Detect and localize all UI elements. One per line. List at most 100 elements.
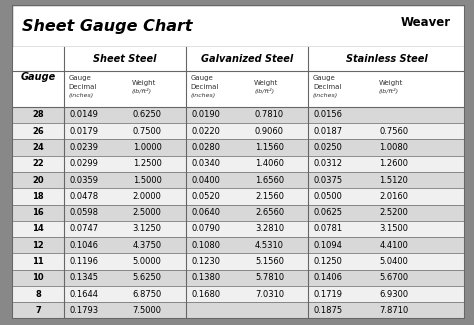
Bar — [12, 107, 465, 123]
Text: 2.6560: 2.6560 — [255, 208, 284, 217]
Bar — [12, 204, 465, 221]
Text: 1.0000: 1.0000 — [133, 143, 162, 152]
Text: 0.0312: 0.0312 — [314, 159, 343, 168]
Text: 0.1680: 0.1680 — [191, 290, 221, 299]
Text: 1.5000: 1.5000 — [133, 176, 162, 185]
Bar — [12, 237, 465, 254]
Text: 0.0340: 0.0340 — [191, 159, 220, 168]
Text: 0.1380: 0.1380 — [191, 273, 221, 282]
Text: 0.1644: 0.1644 — [69, 290, 98, 299]
Text: 3.2810: 3.2810 — [255, 225, 284, 233]
Text: 0.0179: 0.0179 — [69, 127, 98, 136]
Text: 7: 7 — [35, 306, 41, 315]
Text: Gauge: Gauge — [68, 75, 91, 82]
Text: 0.1080: 0.1080 — [191, 241, 220, 250]
Text: Weight: Weight — [132, 80, 156, 85]
Text: Weaver: Weaver — [401, 16, 451, 29]
Bar — [12, 5, 465, 47]
Text: (inches): (inches) — [191, 93, 216, 98]
Text: 0.1345: 0.1345 — [69, 273, 98, 282]
Text: 5.0400: 5.0400 — [379, 257, 408, 266]
Text: 0.1094: 0.1094 — [314, 241, 343, 250]
Text: 5.6250: 5.6250 — [133, 273, 162, 282]
Bar — [12, 123, 465, 139]
Text: 0.0790: 0.0790 — [191, 225, 220, 233]
Text: 14: 14 — [32, 225, 44, 233]
Text: (inches): (inches) — [68, 93, 94, 98]
Text: 0.1250: 0.1250 — [314, 257, 343, 266]
Text: 0.6250: 0.6250 — [133, 111, 162, 120]
Text: 0.0299: 0.0299 — [69, 159, 98, 168]
Text: 4.5310: 4.5310 — [255, 241, 284, 250]
Text: 0.0359: 0.0359 — [69, 176, 98, 185]
Text: 0.0478: 0.0478 — [69, 192, 99, 201]
Text: (lb/ft²): (lb/ft²) — [132, 88, 152, 94]
Text: 2.0160: 2.0160 — [379, 192, 409, 201]
Text: 0.0375: 0.0375 — [314, 176, 343, 185]
Text: 18: 18 — [32, 192, 44, 201]
Text: Gauge: Gauge — [313, 75, 336, 82]
Text: 0.1793: 0.1793 — [69, 306, 99, 315]
Text: 5.0000: 5.0000 — [133, 257, 162, 266]
Text: Stainless Steel: Stainless Steel — [346, 54, 427, 64]
Text: 0.0280: 0.0280 — [191, 143, 220, 152]
Text: 8: 8 — [35, 290, 41, 299]
Text: 0.1875: 0.1875 — [314, 306, 343, 315]
Text: 26: 26 — [32, 127, 44, 136]
Text: 1.4060: 1.4060 — [255, 159, 284, 168]
Text: 0.0625: 0.0625 — [314, 208, 343, 217]
Text: Sheet Gauge Chart: Sheet Gauge Chart — [22, 19, 192, 33]
Text: 12: 12 — [32, 241, 44, 250]
Text: 0.7810: 0.7810 — [255, 111, 284, 120]
Text: Gauge: Gauge — [20, 72, 55, 82]
Text: 2.5000: 2.5000 — [133, 208, 162, 217]
Text: 6.8750: 6.8750 — [133, 290, 162, 299]
Text: Sheet Steel: Sheet Steel — [93, 54, 157, 64]
Text: (lb/ft²): (lb/ft²) — [254, 88, 274, 94]
Text: 0.0187: 0.0187 — [314, 127, 343, 136]
Text: 0.0598: 0.0598 — [69, 208, 98, 217]
Text: 0.1046: 0.1046 — [69, 241, 98, 250]
Text: 0.7500: 0.7500 — [133, 127, 162, 136]
Text: 0.1406: 0.1406 — [314, 273, 343, 282]
Bar — [12, 188, 465, 204]
Text: 2.5200: 2.5200 — [379, 208, 408, 217]
Text: 2.0000: 2.0000 — [133, 192, 162, 201]
Text: 22: 22 — [32, 159, 44, 168]
Text: 1.0080: 1.0080 — [379, 143, 409, 152]
Bar — [12, 221, 465, 237]
Text: 5.6700: 5.6700 — [379, 273, 409, 282]
Text: 11: 11 — [32, 257, 44, 266]
Text: 0.0190: 0.0190 — [191, 111, 220, 120]
Bar — [12, 254, 465, 270]
Text: 0.0781: 0.0781 — [314, 225, 343, 233]
Text: 0.0520: 0.0520 — [191, 192, 220, 201]
Text: (inches): (inches) — [313, 93, 338, 98]
Text: 4.3750: 4.3750 — [133, 241, 162, 250]
Text: 1.6560: 1.6560 — [255, 176, 284, 185]
Bar — [12, 302, 465, 318]
Text: 0.1196: 0.1196 — [69, 257, 98, 266]
Text: 1.2500: 1.2500 — [133, 159, 162, 168]
Text: 0.0747: 0.0747 — [69, 225, 99, 233]
Text: 7.5000: 7.5000 — [133, 306, 162, 315]
Text: 0.0640: 0.0640 — [191, 208, 220, 217]
Text: 1.5120: 1.5120 — [379, 176, 408, 185]
Bar — [12, 172, 465, 188]
Text: 28: 28 — [32, 111, 44, 120]
Text: 0.7560: 0.7560 — [379, 127, 409, 136]
Text: Gauge: Gauge — [191, 75, 213, 82]
Text: 1.1560: 1.1560 — [255, 143, 284, 152]
Text: 3.1500: 3.1500 — [379, 225, 409, 233]
Text: 0.0400: 0.0400 — [191, 176, 220, 185]
Text: 0.0156: 0.0156 — [314, 111, 343, 120]
Text: (lb/ft²): (lb/ft²) — [379, 88, 399, 94]
Text: 0.1719: 0.1719 — [314, 290, 343, 299]
Text: 7.8710: 7.8710 — [379, 306, 409, 315]
Bar — [12, 286, 465, 302]
Text: 0.0250: 0.0250 — [314, 143, 343, 152]
Text: Decimal: Decimal — [191, 84, 219, 90]
Text: 0.0239: 0.0239 — [69, 143, 98, 152]
Text: Decimal: Decimal — [68, 84, 97, 90]
Bar — [12, 139, 465, 156]
